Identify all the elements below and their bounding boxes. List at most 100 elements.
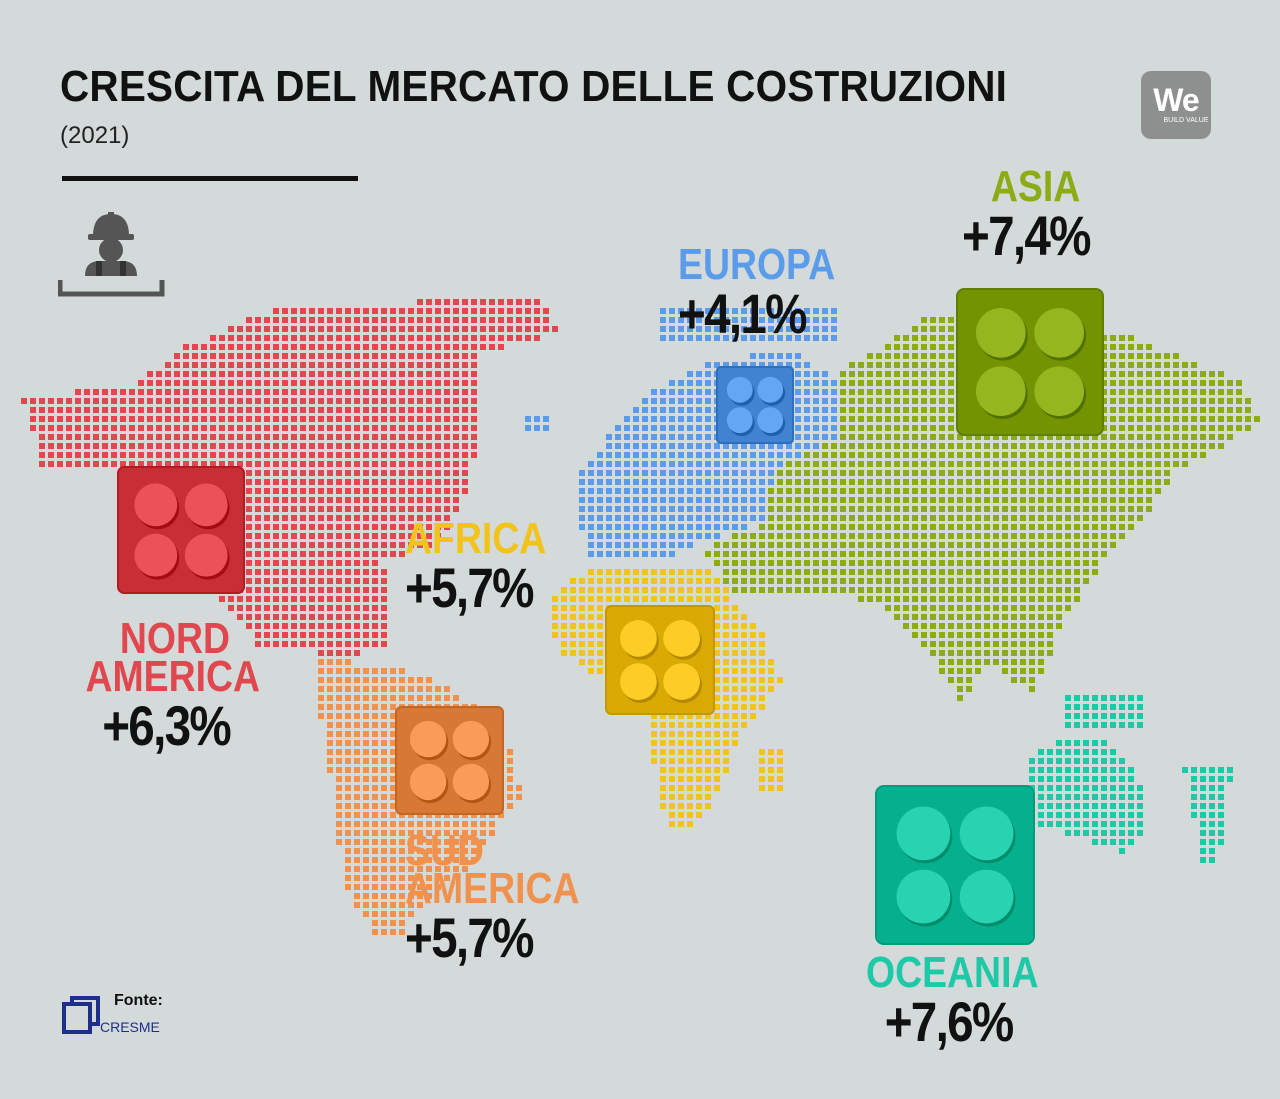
map-dot [138,380,144,386]
map-dot [957,542,963,548]
map-dot [939,506,945,512]
map-dot [21,398,27,404]
map-dot [651,434,657,440]
map-dot [912,524,918,530]
map-dot [660,470,666,476]
map-dot [255,614,261,620]
map-dot [849,524,855,530]
map-dot [867,506,873,512]
map-dot [147,443,153,449]
map-dot [921,614,927,620]
map-dot [372,920,378,926]
map-dot [435,389,441,395]
map-dot [1056,803,1062,809]
map-dot [867,452,873,458]
map-dot [741,326,747,332]
map-dot [1038,758,1044,764]
map-dot [408,389,414,395]
map-dot [921,551,927,557]
map-dot [1119,758,1125,764]
map-dot [651,443,657,449]
map-dot [732,668,738,674]
map-dot [282,551,288,557]
map-dot [1083,488,1089,494]
map-dot [975,470,981,476]
map-dot [327,488,333,494]
map-dot [768,335,774,341]
map-dot [1074,488,1080,494]
map-dot [876,578,882,584]
map-dot [597,614,603,620]
map-dot [651,578,657,584]
map-dot [309,596,315,602]
map-dot [741,587,747,593]
map-dot [462,344,468,350]
map-dot [255,641,261,647]
map-dot [651,587,657,593]
map-dot [291,317,297,323]
map-dot [390,902,396,908]
map-dot [57,416,63,422]
map-dot [1146,506,1152,512]
map-dot [228,371,234,377]
map-dot [525,308,531,314]
map-dot [1137,470,1143,476]
map-dot [912,425,918,431]
map-dot [903,551,909,557]
map-dot [291,470,297,476]
map-dot [849,452,855,458]
map-dot [804,479,810,485]
map-dot [669,731,675,737]
map-dot [1020,650,1026,656]
map-dot [1047,569,1053,575]
map-dot [1011,497,1017,503]
map-dot [678,776,684,782]
map-dot [435,866,441,872]
map-dot [282,362,288,368]
map-dot [741,569,747,575]
map-dot [516,785,522,791]
map-dot [93,425,99,431]
map-dot [1074,713,1080,719]
map-dot [426,380,432,386]
map-dot [462,389,468,395]
map-dot [309,380,315,386]
map-dot [1092,785,1098,791]
map-dot [390,758,396,764]
map-dot [1083,740,1089,746]
map-dot [219,398,225,404]
map-dot [174,416,180,422]
map-dot [1029,560,1035,566]
map-dot [39,398,45,404]
map-dot [75,461,81,467]
map-dot [417,479,423,485]
map-dot [390,776,396,782]
map-dot [840,488,846,494]
map-dot [714,749,720,755]
map-dot [912,551,918,557]
map-dot [624,425,630,431]
map-dot [111,398,117,404]
map-dot [435,353,441,359]
map-dot [588,479,594,485]
map-dot [813,335,819,341]
map-dot [507,317,513,323]
map-dot [858,587,864,593]
map-dot [156,461,162,467]
map-dot [183,371,189,377]
map-dot [291,623,297,629]
map-dot [219,452,225,458]
map-dot [426,353,432,359]
region-name: AMERICA [85,652,261,701]
map-dot [822,515,828,521]
map-dot [336,749,342,755]
map-dot [894,497,900,503]
map-dot [1128,713,1134,719]
map-dot [381,425,387,431]
map-dot [894,344,900,350]
map-dot [201,362,207,368]
map-dot [489,299,495,305]
map-dot [1227,434,1233,440]
map-dot [93,389,99,395]
map-dot [1011,479,1017,485]
